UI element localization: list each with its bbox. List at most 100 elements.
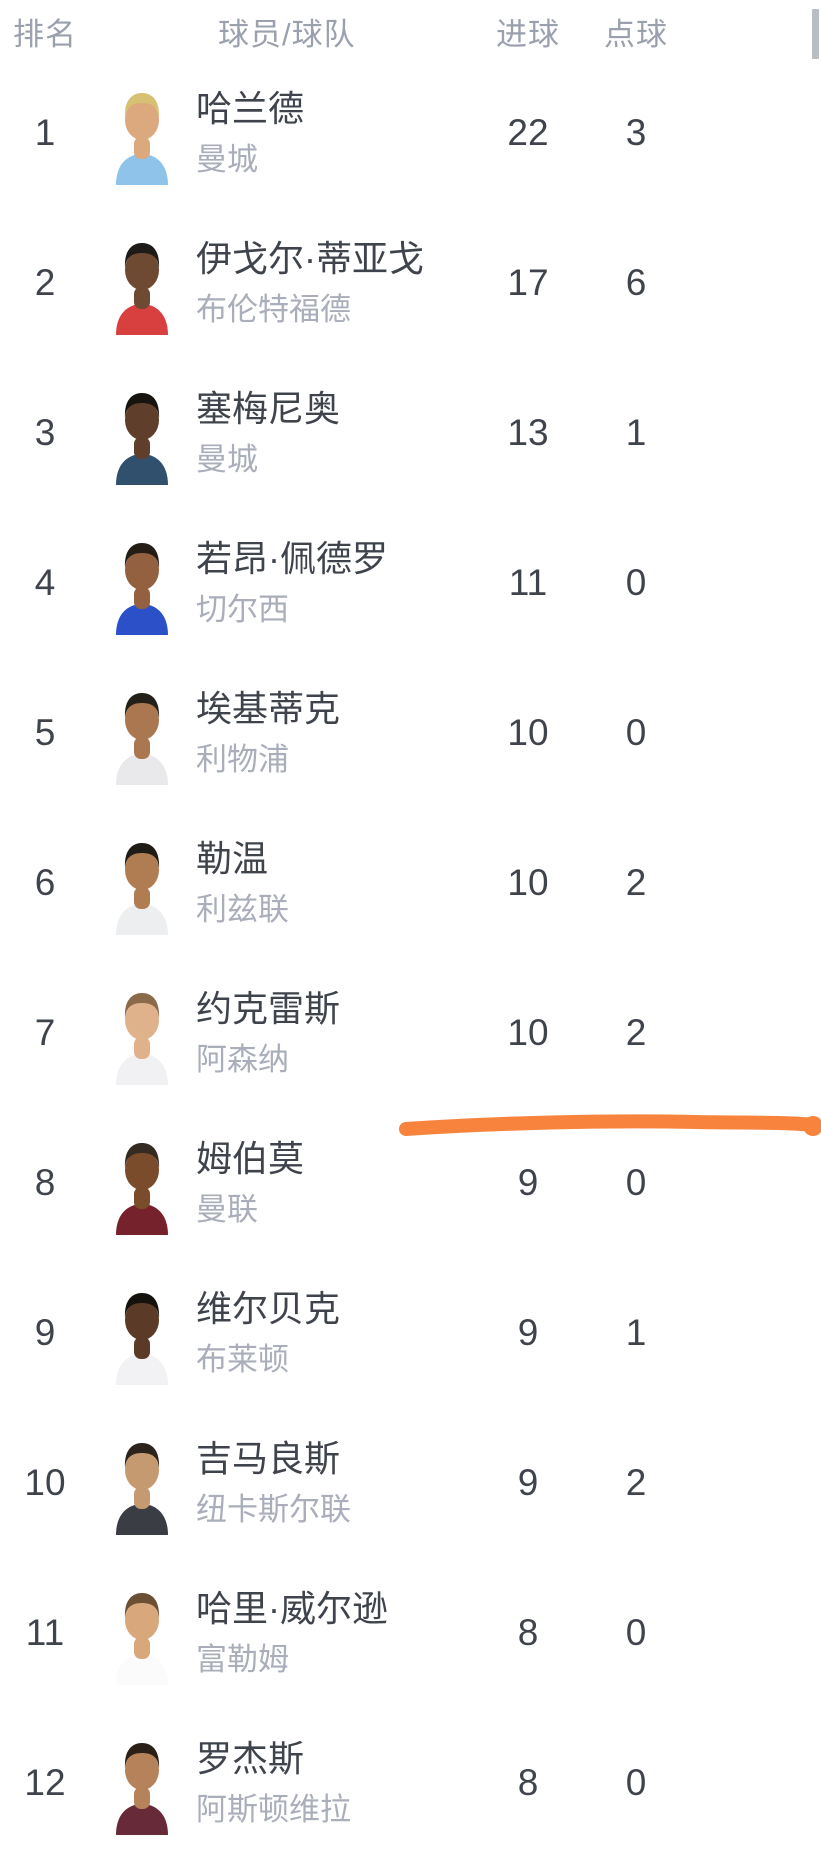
goals-value: 9	[517, 1462, 539, 1503]
header-penalties: 点球	[604, 16, 668, 52]
goals-value: 9	[517, 1312, 539, 1353]
table-row[interactable]: 12 罗杰斯 阿斯顿维拉 8 0	[0, 1708, 821, 1858]
rank-value: 4	[34, 562, 56, 603]
goals-value: 10	[507, 1012, 549, 1053]
penalties-value: 2	[625, 1012, 647, 1053]
team-name: 利物浦	[196, 742, 289, 777]
rank-value: 6	[34, 862, 56, 903]
rank-value: 8	[34, 1162, 56, 1203]
header-rank: 排名	[13, 16, 77, 52]
scrollbar-thumb[interactable]	[812, 9, 819, 59]
rank-value: 1	[34, 112, 56, 153]
player-info: 罗杰斯 阿斯顿维拉	[196, 1735, 478, 1831]
player-avatar	[104, 80, 180, 186]
player-info: 埃基蒂克 利物浦	[196, 685, 478, 781]
team-name: 富勒姆	[196, 1642, 289, 1677]
player-avatar	[104, 1430, 180, 1536]
team-name: 布伦特福德	[196, 292, 351, 327]
player-avatar	[104, 830, 180, 936]
player-avatar	[104, 230, 180, 336]
penalties-value: 1	[625, 412, 647, 453]
header-player-team: 球员/球队	[218, 16, 356, 52]
rank-value: 2	[34, 262, 56, 303]
table-row[interactable]: 9 维尔贝克 布莱顿 9 1	[0, 1258, 821, 1408]
team-name: 纽卡斯尔联	[196, 1492, 351, 1527]
penalties-value: 3	[625, 112, 647, 153]
table-header: 排名 球员/球队 进球 点球	[0, 0, 821, 58]
player-name: 埃基蒂克	[196, 688, 341, 729]
table-row[interactable]: 8 姆伯莫 曼联 9 0	[0, 1108, 821, 1258]
player-avatar	[104, 530, 180, 636]
team-name: 利兹联	[196, 892, 289, 927]
player-info: 哈里·威尔逊 富勒姆	[196, 1585, 478, 1681]
goals-value: 9	[517, 1162, 539, 1203]
table-row[interactable]: 10 吉马良斯 纽卡斯尔联 9 2	[0, 1408, 821, 1558]
header-goals: 进球	[496, 16, 560, 52]
player-info: 姆伯莫 曼联	[196, 1135, 478, 1231]
penalties-value: 2	[625, 1462, 647, 1503]
table-row[interactable]: 7 约克雷斯 阿森纳 10 2	[0, 958, 821, 1108]
table-row[interactable]: 3 塞梅尼奥 曼城 13 1	[0, 358, 821, 508]
player-info: 伊戈尔·蒂亚戈 布伦特福德	[196, 235, 478, 331]
player-avatar	[104, 680, 180, 786]
goals-value: 13	[507, 412, 549, 453]
team-name: 阿斯顿维拉	[196, 1792, 351, 1827]
goals-value: 10	[507, 862, 549, 903]
team-name: 曼联	[196, 1192, 258, 1227]
rank-value: 11	[25, 1612, 65, 1653]
player-info: 勒温 利兹联	[196, 835, 478, 931]
penalties-value: 2	[625, 862, 647, 903]
rank-value: 5	[34, 712, 56, 753]
rank-value: 7	[34, 1012, 56, 1053]
player-avatar	[104, 1580, 180, 1686]
player-avatar	[104, 980, 180, 1086]
rank-value: 12	[24, 1762, 66, 1803]
goals-value: 10	[507, 712, 549, 753]
penalties-value: 0	[625, 1762, 647, 1803]
player-name: 伊戈尔·蒂亚戈	[196, 238, 424, 279]
player-avatar	[104, 1280, 180, 1386]
player-avatar	[104, 1730, 180, 1836]
table-row[interactable]: 2 伊戈尔·蒂亚戈 布伦特福德 17 6	[0, 208, 821, 358]
team-name: 曼城	[196, 442, 258, 477]
team-name: 曼城	[196, 142, 258, 177]
goals-value: 22	[507, 112, 549, 153]
rank-value: 10	[24, 1462, 66, 1503]
player-name: 塞梅尼奥	[196, 388, 341, 429]
player-info: 塞梅尼奥 曼城	[196, 385, 478, 481]
player-info: 若昂·佩德罗 切尔西	[196, 535, 478, 631]
penalties-value: 0	[625, 562, 647, 603]
player-info: 维尔贝克 布莱顿	[196, 1285, 478, 1381]
penalties-value: 0	[625, 1162, 647, 1203]
goals-value: 17	[507, 262, 549, 303]
table-row[interactable]: 5 埃基蒂克 利物浦 10 0	[0, 658, 821, 808]
penalties-value: 0	[625, 712, 647, 753]
team-name: 切尔西	[196, 592, 289, 627]
team-name: 布莱顿	[196, 1342, 289, 1377]
player-name: 哈兰德	[196, 88, 305, 129]
table-row[interactable]: 11 哈里·威尔逊 富勒姆 8 0	[0, 1558, 821, 1708]
player-avatar	[104, 380, 180, 486]
table-row[interactable]: 6 勒温 利兹联 10 2	[0, 808, 821, 958]
goals-value: 8	[517, 1762, 539, 1803]
player-info: 哈兰德 曼城	[196, 85, 478, 181]
team-name: 阿森纳	[196, 1042, 289, 1077]
penalties-value: 1	[625, 1312, 647, 1353]
goals-value: 8	[517, 1612, 539, 1653]
penalties-value: 6	[625, 262, 647, 303]
player-avatar	[104, 1130, 180, 1236]
table-row[interactable]: 1 哈兰德 曼城 22 3	[0, 58, 821, 208]
player-name: 哈里·威尔逊	[196, 1588, 388, 1629]
player-name: 约克雷斯	[196, 988, 341, 1029]
player-name: 勒温	[196, 838, 269, 879]
player-info: 吉马良斯 纽卡斯尔联	[196, 1435, 478, 1531]
player-name: 罗杰斯	[196, 1738, 305, 1779]
rank-value: 3	[34, 412, 56, 453]
player-name: 维尔贝克	[196, 1288, 341, 1329]
penalties-value: 0	[625, 1612, 647, 1653]
player-name: 姆伯莫	[196, 1138, 305, 1179]
player-name: 若昂·佩德罗	[196, 538, 388, 579]
table-row[interactable]: 4 若昂·佩德罗 切尔西 11 0	[0, 508, 821, 658]
rank-value: 9	[34, 1312, 56, 1353]
